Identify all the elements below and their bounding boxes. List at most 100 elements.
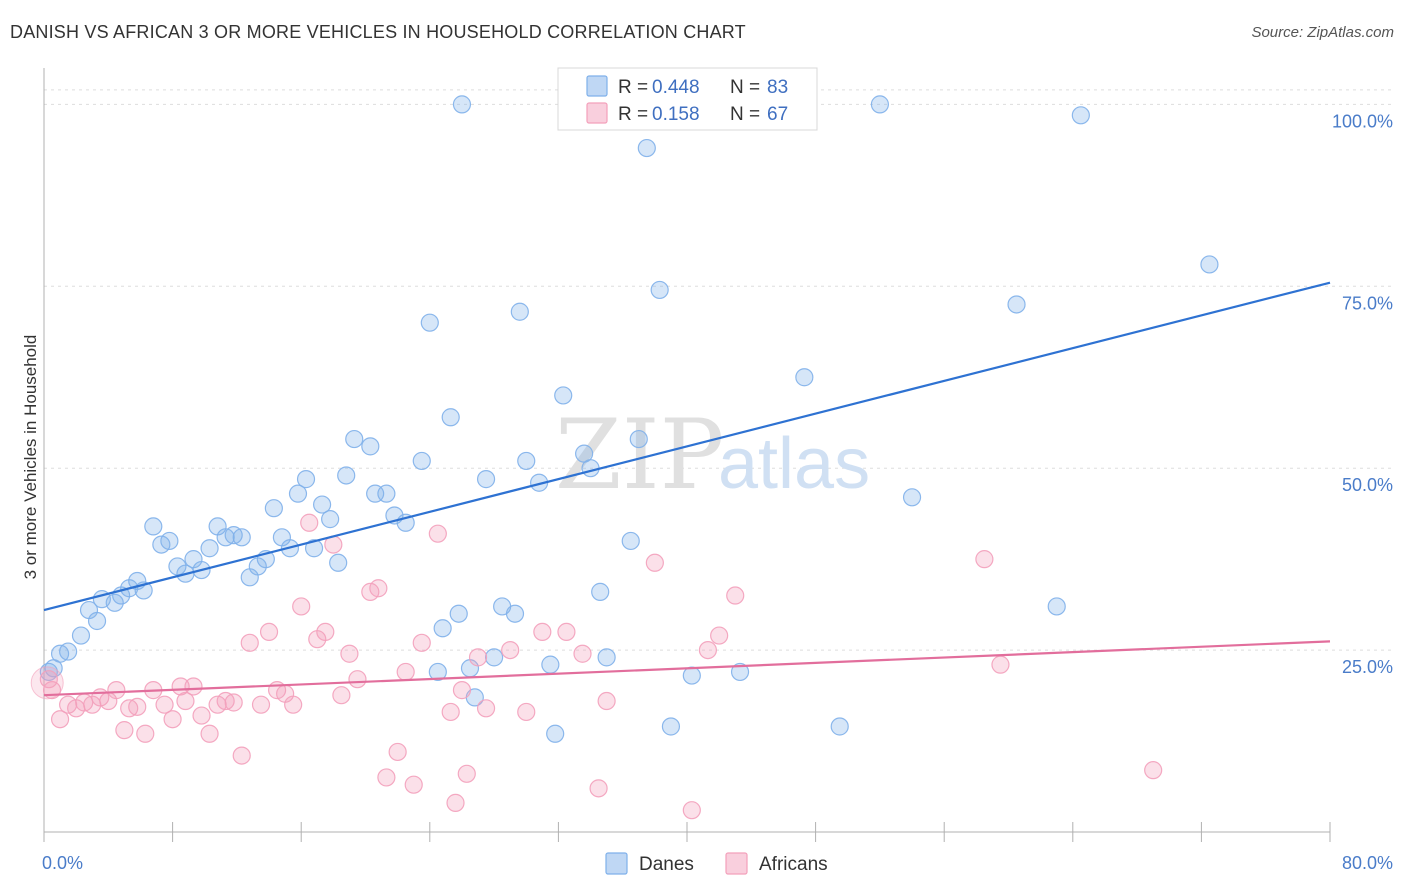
point-danes-13 — [144, 517, 163, 536]
point-africans-12 — [128, 697, 147, 716]
point-danes-35 — [321, 510, 340, 529]
point-africans-35 — [316, 622, 335, 642]
point-africans-25 — [232, 746, 251, 765]
point-danes-80 — [902, 488, 922, 507]
point-africans-18 — [176, 691, 195, 711]
y-tick-labels: 100.0% 75.0% 50.0% 25.0% — [1332, 111, 1393, 677]
point-danes-53 — [476, 470, 496, 489]
point-danes-31 — [288, 484, 308, 503]
point-danes-20 — [200, 539, 219, 558]
point-africans-65 — [726, 586, 745, 605]
data-points — [30, 95, 1219, 820]
y-tick-label-2: 50.0% — [1342, 475, 1393, 495]
legend-n-value-africans: 67 — [767, 104, 788, 125]
point-danes-73 — [682, 666, 701, 685]
watermark-zip: ZIP — [555, 399, 724, 511]
point-africans-37 — [332, 686, 351, 705]
point-africans-53 — [476, 699, 496, 718]
point-danes-4 — [71, 626, 91, 645]
trend-lines — [43, 281, 1331, 697]
point-danes-69 — [629, 429, 648, 449]
trend-line-danes — [43, 281, 1331, 612]
point-danes-39 — [361, 437, 380, 456]
grid-lines — [44, 89, 1392, 651]
point-africans-41 — [369, 579, 388, 598]
point-africans-cluster — [30, 666, 64, 700]
legend-n-label-africans: N = — [730, 104, 760, 125]
point-africans-43 — [388, 742, 407, 762]
point-danes-68 — [621, 531, 640, 551]
point-africans-21 — [200, 724, 219, 743]
chart-title: DANISH VS AFRICAN 3 OR MORE VEHICLES IN … — [10, 22, 746, 42]
point-danes-41 — [377, 484, 396, 503]
series-legend-label-africans: Africans — [759, 854, 828, 875]
point-danes-45 — [420, 313, 439, 332]
point-danes-76 — [730, 662, 750, 682]
point-africans-50 — [452, 681, 472, 700]
point-danes-6 — [87, 611, 107, 631]
point-danes-50 — [452, 95, 472, 114]
point-africans-38 — [340, 644, 359, 663]
point-africans-31 — [284, 695, 303, 714]
legend-swatch-danes — [586, 75, 608, 97]
point-africans-58 — [573, 644, 592, 663]
point-danes-71 — [650, 280, 669, 300]
point-danes-48 — [441, 408, 460, 427]
trend-line-africans — [43, 640, 1331, 697]
y-tick-label-0: 100.0% — [1332, 111, 1393, 131]
series-legend: Danes Africans — [605, 852, 828, 875]
point-africans-45 — [404, 775, 423, 794]
point-africans-26 — [240, 633, 259, 652]
point-danes-81 — [1007, 295, 1026, 314]
point-danes-46 — [428, 662, 447, 682]
point-danes-24 — [232, 528, 251, 547]
point-africans-54 — [501, 640, 520, 660]
legend-r-label-danes: R = — [618, 77, 648, 98]
y-axis-label: 3 or more Vehicles in Household — [21, 335, 40, 580]
point-danes-28 — [264, 499, 283, 518]
point-danes-38 — [345, 429, 364, 449]
point-danes-57 — [510, 302, 529, 321]
y-tick-label-3: 25.0% — [1342, 657, 1393, 677]
point-africans-46 — [412, 633, 431, 652]
point-danes-64 — [581, 459, 600, 478]
point-africans-10 — [115, 721, 134, 740]
point-africans-0 — [39, 670, 58, 689]
legend-r-value-danes: 0.448 — [652, 77, 700, 98]
point-africans-49 — [446, 793, 465, 812]
point-danes-44 — [412, 451, 431, 471]
point-africans-51 — [457, 764, 476, 783]
point-africans-57 — [557, 622, 576, 642]
point-danes-61 — [546, 724, 565, 743]
point-africans-68 — [1144, 761, 1163, 780]
legend-n-value-danes: 83 — [767, 77, 788, 98]
x-ticks — [43, 822, 1331, 842]
point-danes-70 — [637, 138, 656, 158]
point-danes-56 — [505, 604, 525, 623]
point-danes-8 — [105, 593, 124, 612]
point-africans-61 — [645, 553, 664, 572]
point-danes-58 — [517, 451, 536, 471]
point-africans-48 — [441, 702, 460, 722]
stats-legend: R = 0.448 N = 83 R = 0.158 N = 67 — [557, 67, 818, 131]
point-africans-67 — [991, 655, 1010, 674]
x-tick-label-max: 80.0% — [1342, 853, 1393, 873]
legend-r-value-africans: 0.158 — [652, 104, 700, 125]
watermark: ZIP atlas — [555, 399, 870, 511]
series-legend-swatch-danes — [605, 852, 628, 875]
point-danes-49 — [449, 604, 468, 623]
point-africans-24 — [224, 693, 243, 712]
point-africans-33 — [300, 513, 319, 532]
point-danes-84 — [1200, 255, 1219, 274]
point-danes-78 — [830, 717, 849, 736]
legend-r-label-africans: R = — [618, 104, 648, 125]
point-danes-65 — [591, 582, 610, 601]
point-africans-20 — [192, 706, 211, 725]
point-danes-66 — [597, 648, 616, 667]
point-danes-62 — [554, 386, 573, 405]
point-africans-32 — [292, 597, 311, 616]
point-africans-64 — [710, 626, 729, 645]
point-africans-15 — [155, 695, 174, 714]
point-danes-32 — [296, 470, 316, 489]
